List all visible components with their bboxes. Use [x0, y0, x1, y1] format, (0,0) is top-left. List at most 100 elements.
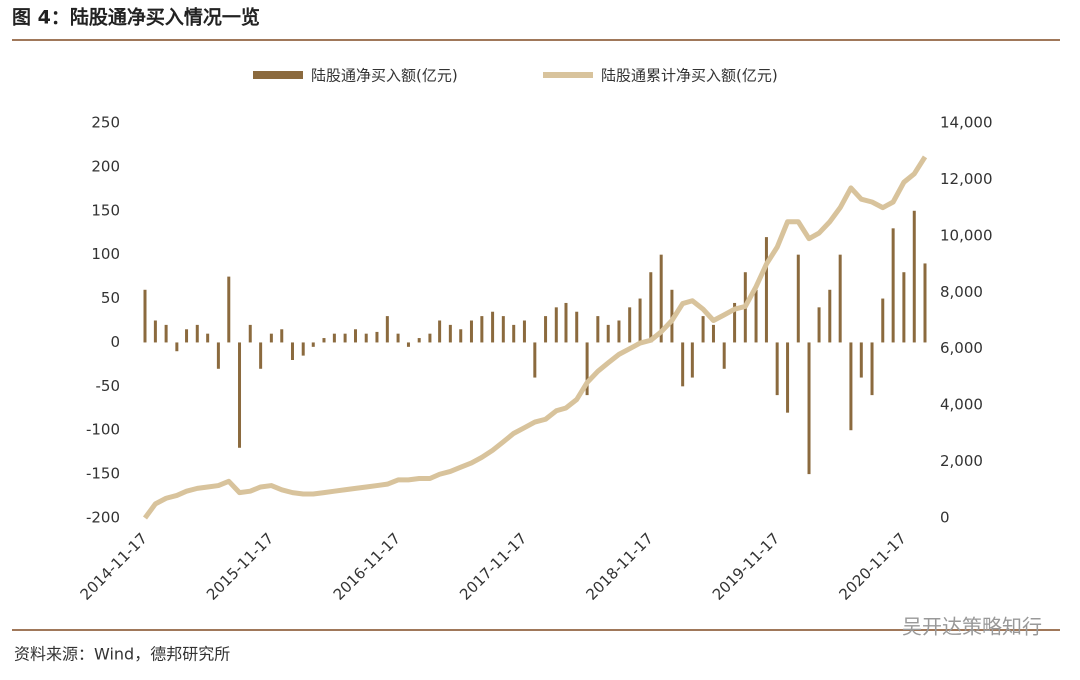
bar: [385, 316, 389, 343]
legend-label: 陆股通累计净买入额(亿元): [601, 67, 778, 85]
bar: [659, 254, 663, 343]
bar: [859, 342, 863, 378]
bar: [269, 333, 273, 343]
y-tick-label: -200: [86, 509, 120, 527]
bar: [638, 298, 642, 343]
y-tick-label: 50: [101, 289, 120, 307]
legend-swatch: [253, 71, 303, 79]
bar: [164, 324, 168, 343]
bar: [681, 342, 685, 387]
x-tick-label: 2018-11-17: [582, 529, 656, 603]
y2-tick-label: 10,000: [940, 226, 993, 244]
bar: [838, 254, 842, 343]
y2-tick-label: 12,000: [940, 170, 993, 188]
bar: [438, 320, 442, 343]
y2-tick-label: 8,000: [940, 283, 983, 301]
bar: [322, 338, 326, 343]
x-tick-label: 2016-11-17: [330, 529, 404, 603]
bar: [153, 320, 157, 343]
bar: [533, 342, 537, 378]
source: 资料来源：Wind，德邦研究所: [14, 645, 230, 664]
bar: [711, 324, 715, 343]
y2-tick-label: 2,000: [940, 452, 983, 470]
bar: [280, 329, 284, 343]
bar: [690, 342, 694, 378]
y-tick-label: 100: [91, 245, 120, 263]
bar: [396, 333, 400, 343]
bar: [227, 276, 231, 343]
bar: [554, 307, 558, 343]
bar: [353, 329, 357, 343]
bar: [364, 333, 368, 343]
bar: [428, 333, 432, 343]
y2-tick-label: 14,000: [940, 114, 993, 132]
bar: [754, 289, 758, 343]
bar: [459, 329, 463, 343]
bar: [259, 342, 263, 369]
y2-tick-label: 6,000: [940, 339, 983, 357]
x-tick-label: 2017-11-17: [456, 529, 530, 603]
bar: [902, 272, 906, 343]
y-tick-label: 150: [91, 201, 120, 219]
bar: [701, 316, 705, 343]
x-tick-label: 2015-11-17: [203, 529, 277, 603]
y-tick-label: -150: [86, 465, 120, 483]
bar: [544, 316, 548, 343]
bar: [564, 302, 568, 343]
bar: [238, 342, 242, 448]
bar: [585, 342, 589, 396]
bar: [301, 342, 305, 356]
bar: [786, 342, 790, 413]
bar: [311, 342, 315, 347]
bar: [332, 333, 336, 343]
y-tick-label: 0: [110, 333, 120, 351]
bar: [628, 307, 632, 343]
y-tick-label: -100: [86, 421, 120, 439]
bar: [596, 316, 600, 343]
bar: [649, 272, 653, 343]
bar: [733, 302, 737, 343]
y-tick-label: 200: [91, 157, 120, 175]
bar: [891, 228, 895, 343]
bar: [216, 342, 220, 369]
bar: [522, 320, 526, 343]
bar: [290, 342, 294, 360]
bar: [775, 342, 779, 396]
y2-tick-label: 0: [940, 509, 950, 527]
bar: [343, 333, 347, 343]
bar: [912, 210, 916, 343]
y-tick-label: -50: [96, 377, 121, 395]
bar: [480, 316, 484, 343]
bar: [575, 311, 579, 343]
bar: [406, 342, 410, 347]
bar: [175, 342, 179, 352]
bar: [248, 324, 252, 343]
bar: [881, 298, 885, 343]
y2-tick-label: 4,000: [940, 396, 983, 414]
bar: [828, 289, 832, 343]
bar: [417, 338, 421, 343]
x-tick-label: 2020-11-17: [836, 529, 910, 603]
line: [142, 155, 928, 520]
bar: [849, 342, 853, 431]
bar: [195, 324, 199, 343]
bar: [870, 342, 874, 396]
bar: [617, 320, 621, 343]
bar: [923, 263, 927, 343]
bar: [807, 342, 811, 475]
legend-label: 陆股通净买入额(亿元): [311, 67, 458, 85]
bar: [469, 320, 473, 343]
bar: [606, 324, 610, 343]
watermark: 吴开达策略知行: [902, 615, 1042, 639]
bar: [722, 342, 726, 369]
bar: [796, 254, 800, 343]
bar: [143, 289, 147, 343]
bar: [185, 329, 189, 343]
bar: [491, 311, 495, 343]
x-tick-label: 2014-11-17: [77, 529, 151, 603]
bar: [448, 324, 452, 343]
bar: [206, 333, 210, 343]
bar: [764, 237, 768, 343]
bar: [375, 331, 379, 343]
